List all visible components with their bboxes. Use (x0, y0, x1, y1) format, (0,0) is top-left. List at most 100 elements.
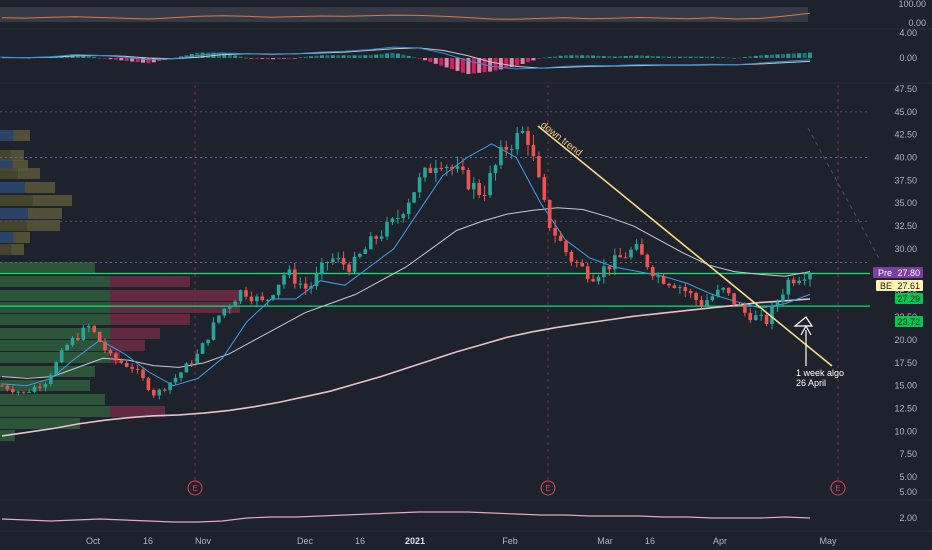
candle-body[interactable] (260, 296, 265, 301)
candle-body[interactable] (721, 287, 725, 290)
candle-body[interactable] (564, 240, 568, 253)
candle-body[interactable] (135, 368, 140, 370)
candle-body[interactable] (629, 249, 633, 258)
candle-body[interactable] (54, 362, 58, 375)
candle-body[interactable] (580, 262, 584, 267)
candle-body[interactable] (509, 149, 514, 151)
candle-body[interactable] (363, 249, 368, 254)
candle-body[interactable] (737, 304, 742, 306)
candle-body[interactable] (482, 195, 487, 196)
candle-body[interactable] (97, 332, 102, 342)
candle-body[interactable] (396, 218, 400, 219)
candle-body[interactable] (293, 269, 297, 284)
candle-body[interactable] (146, 378, 151, 390)
candle-body[interactable] (683, 287, 688, 292)
time-axis[interactable]: Oct 16 Nov Dec 16 2021 Feb Mar 16 Apr May (86, 536, 837, 546)
candle-body[interactable] (217, 315, 221, 323)
earnings-marker[interactable]: E (187, 480, 203, 496)
candle-body[interactable] (558, 235, 563, 241)
candle-body[interactable] (537, 156, 541, 178)
candle-body[interactable] (623, 257, 628, 259)
candle-body[interactable] (265, 299, 270, 301)
candle-body[interactable] (369, 236, 373, 250)
candle-body[interactable] (764, 314, 769, 324)
candle-body[interactable] (157, 389, 162, 396)
candle-body[interactable] (575, 261, 579, 263)
candle-body[interactable] (168, 382, 172, 391)
candle-body[interactable] (802, 279, 807, 281)
candle-body[interactable] (461, 166, 465, 170)
candle-body[interactable] (81, 327, 86, 340)
candle-body[interactable] (11, 389, 15, 393)
candle-body[interactable] (233, 301, 237, 306)
candle-body[interactable] (791, 279, 796, 284)
candle-body[interactable] (27, 391, 31, 393)
candle-body[interactable] (607, 266, 612, 270)
candle-body[interactable] (547, 199, 552, 229)
candle-body[interactable] (238, 290, 243, 302)
candle-body[interactable] (70, 338, 75, 345)
candle-body[interactable] (325, 261, 330, 263)
candle-body[interactable] (206, 339, 210, 344)
candle-body[interactable] (141, 369, 145, 379)
candle-body[interactable] (531, 144, 536, 157)
candle-body[interactable] (162, 389, 167, 391)
candle-body[interactable] (379, 236, 384, 239)
candle-body[interactable] (759, 314, 763, 316)
candle-body[interactable] (694, 293, 698, 300)
candle-body[interactable] (119, 360, 124, 363)
downtrend-line[interactable] (537, 125, 833, 367)
candle-body[interactable] (569, 252, 574, 262)
candle-body[interactable] (645, 254, 650, 268)
candle-body[interactable] (667, 283, 671, 286)
candle-body[interactable] (775, 301, 780, 307)
candle-body[interactable] (0, 385, 4, 387)
candle-body[interactable] (423, 167, 427, 178)
candle-body[interactable] (173, 377, 178, 383)
candle-body[interactable] (152, 390, 156, 396)
candle-body[interactable] (428, 167, 433, 173)
candle-body[interactable] (661, 276, 666, 284)
candle-body[interactable] (320, 262, 324, 274)
candle-body[interactable] (49, 374, 53, 384)
candle-body[interactable] (710, 296, 715, 301)
candle-body[interactable] (43, 384, 48, 388)
candle-body[interactable] (16, 391, 21, 393)
candle-body[interactable] (515, 132, 519, 150)
candle-body[interactable] (688, 291, 693, 294)
candle-body[interactable] (504, 146, 509, 150)
candle-body[interactable] (488, 173, 492, 196)
candle-body[interactable] (466, 170, 471, 190)
candle-body[interactable] (390, 218, 395, 223)
candle-body[interactable] (347, 264, 351, 272)
candle-body[interactable] (271, 295, 275, 300)
candle-body[interactable] (672, 285, 677, 288)
candle-body[interactable] (190, 363, 194, 365)
candle-body[interactable] (124, 362, 129, 367)
candle-body[interactable] (298, 283, 303, 285)
candle-body[interactable] (650, 267, 655, 277)
candle-body[interactable] (255, 296, 259, 302)
candle-body[interactable] (21, 391, 26, 393)
candle-body[interactable] (32, 386, 37, 392)
candle-body[interactable] (591, 279, 595, 282)
candle-body[interactable] (781, 294, 785, 302)
candle-body[interactable] (179, 372, 183, 378)
earnings-marker[interactable]: E (540, 480, 556, 496)
candle-body[interactable] (520, 130, 525, 133)
candle-body[interactable] (184, 363, 189, 373)
candle-body[interactable] (602, 266, 606, 277)
candle-body[interactable] (38, 386, 42, 388)
candle-body[interactable] (87, 325, 91, 328)
candle-body[interactable] (748, 312, 753, 321)
candle-body[interactable] (542, 177, 547, 200)
candle-body[interactable] (412, 192, 416, 203)
candle-body[interactable] (341, 258, 346, 265)
candle-body[interactable] (76, 338, 80, 340)
candle-body[interactable] (585, 266, 590, 280)
candle-body[interactable] (249, 296, 254, 302)
candle-body[interactable] (640, 244, 644, 255)
candle-body[interactable] (526, 130, 530, 145)
candle-body[interactable] (705, 300, 709, 306)
candle-body[interactable] (200, 343, 205, 354)
